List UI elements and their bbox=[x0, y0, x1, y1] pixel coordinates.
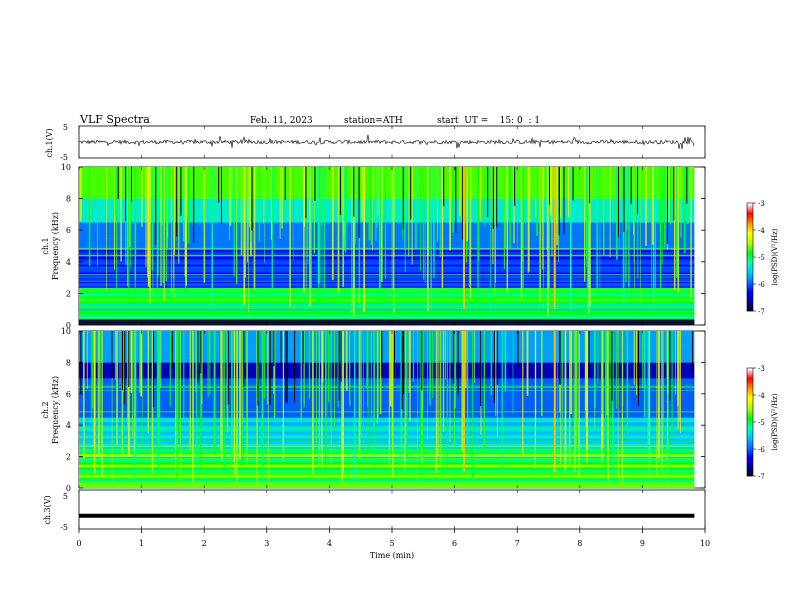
colorbar-tick-label: -3 bbox=[758, 200, 765, 208]
time-axis-label: Time (min) bbox=[370, 551, 414, 560]
colorbar-label: log(PSD)(V²/Hz) bbox=[771, 228, 779, 285]
colorbar-label: log(PSD)(V²/Hz) bbox=[771, 393, 779, 450]
time-tick-label: 6 bbox=[452, 539, 457, 548]
freq-tick-label: 2 bbox=[66, 289, 71, 298]
time-tick-label: 2 bbox=[202, 539, 207, 548]
ch3-waveform-panel: 5 -5 ch.3(V) bbox=[43, 489, 706, 532]
ch1-waveform-line bbox=[78, 134, 695, 150]
ch1-waveform-panel: 5 -5 ch.1(V) bbox=[45, 123, 706, 162]
colorbar-tick-label: -5 bbox=[758, 419, 765, 427]
freq-tick-label: 0 bbox=[66, 484, 71, 493]
ch1-ytick-top: 5 bbox=[63, 123, 68, 132]
time-tick-label: 0 bbox=[76, 539, 81, 548]
time-tick-label: 5 bbox=[389, 539, 394, 548]
ch2-frequency-ticks: 10 8 6 4 2 0 bbox=[61, 327, 705, 493]
ch1-spectrogram-ylabel-frequency: Frequency (kHz) bbox=[51, 212, 60, 280]
ch1-colorbar: -3 -4 -5 -6 -7 log(PSD)(V²/Hz) bbox=[746, 200, 779, 316]
ch3-ytick-bottom: -5 bbox=[60, 523, 68, 532]
ch1-spectrogram-panel: 10 8 6 4 2 0 ch.1 Frequency (kHz) bbox=[41, 163, 706, 330]
figure-title: VLF Spectra bbox=[79, 113, 150, 126]
ch1-spectrogram-image bbox=[79, 167, 695, 326]
date-label: Feb. 11, 2023 bbox=[250, 116, 313, 126]
freq-tick-label: 8 bbox=[66, 358, 71, 367]
ch1-spectrogram-ylabel-channel: ch.1 bbox=[41, 237, 50, 254]
station-label: station=ATH bbox=[344, 116, 403, 126]
time-tick-label: 8 bbox=[577, 539, 582, 548]
freq-tick-label: 2 bbox=[66, 453, 71, 462]
freq-tick-label: 4 bbox=[66, 258, 71, 267]
colorbar-tick-label: -5 bbox=[758, 254, 765, 262]
ch2-colorbar: -3 -4 -5 -6 -7 log(PSD)(V²/Hz) bbox=[746, 365, 779, 481]
ch2-spectrogram-ylabel-channel: ch.2 bbox=[41, 401, 50, 418]
colorbar-tick-label: -6 bbox=[758, 281, 765, 289]
ch1-waveform-frame bbox=[78, 125, 706, 159]
colorbar-tick-label: -6 bbox=[758, 446, 765, 454]
ch1-ylabel: ch.1(V) bbox=[45, 128, 54, 157]
ch1-ytick-bottom: -5 bbox=[60, 153, 68, 162]
ch3-ytick-top: 5 bbox=[63, 492, 68, 501]
ch3-waveform-frame bbox=[78, 489, 706, 530]
time-axis-ticks: 0 1 2 3 4 5 6 7 8 9 10 bbox=[76, 126, 710, 548]
colorbar-tick-label: -7 bbox=[758, 308, 765, 316]
time-tick-label: 10 bbox=[700, 539, 710, 548]
start-ut-label: start UT = 15: 0 : 1 bbox=[437, 116, 540, 126]
freq-tick-label: 0 bbox=[66, 321, 71, 330]
time-tick-label: 7 bbox=[515, 539, 520, 548]
time-tick-label: 3 bbox=[264, 539, 269, 548]
time-tick-label: 9 bbox=[640, 539, 645, 548]
ch2-spectrogram-ylabel-frequency: Frequency (kHz) bbox=[51, 376, 60, 444]
colorbar-tick-label: -4 bbox=[758, 392, 765, 400]
ch2-spectrogram-panel: 10 8 6 4 2 0 ch.2 Frequency (kHz) bbox=[41, 327, 706, 493]
time-tick-label: 4 bbox=[327, 539, 332, 548]
ch2-spectrogram-image bbox=[79, 331, 695, 489]
freq-tick-label: 6 bbox=[66, 226, 71, 235]
freq-tick-label: 8 bbox=[66, 195, 71, 204]
freq-tick-label: 4 bbox=[66, 421, 71, 430]
freq-tick-label: 10 bbox=[61, 163, 71, 172]
freq-tick-label: 6 bbox=[66, 390, 71, 399]
colorbar-tick-label: -4 bbox=[758, 227, 765, 235]
ch1-frequency-ticks: 10 8 6 4 2 0 bbox=[61, 163, 705, 330]
freq-tick-label: 10 bbox=[61, 327, 71, 336]
colorbar-tick-label: -3 bbox=[758, 365, 765, 373]
colorbar-tick-label: -7 bbox=[758, 473, 765, 481]
ch3-ylabel: ch.3(V) bbox=[43, 495, 52, 524]
time-tick-label: 1 bbox=[139, 539, 144, 548]
